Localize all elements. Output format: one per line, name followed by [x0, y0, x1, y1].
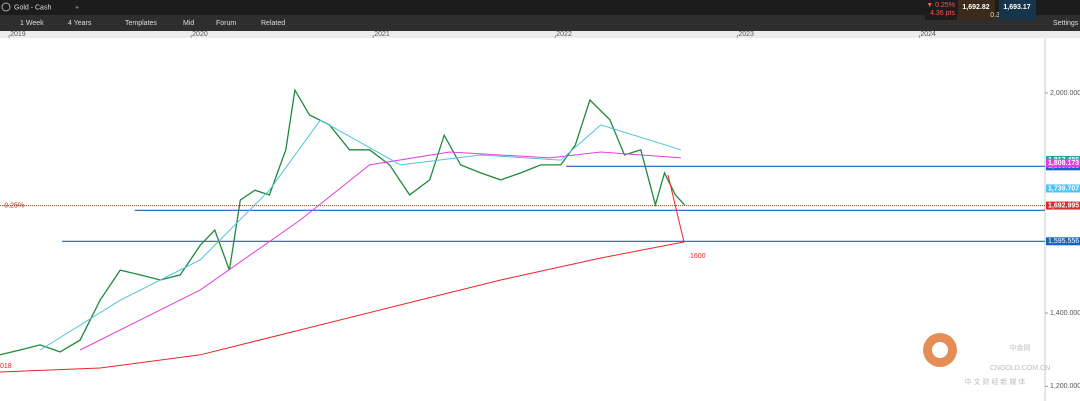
change-pct: ▼ 0.25% — [926, 2, 955, 9]
plot — [0, 88, 1045, 373]
x-tick-label: 2019 — [10, 31, 26, 38]
y-tick-label: 1,400.000 — [1050, 310, 1080, 317]
price-tag — [1046, 184, 1080, 193]
watermark: 中金网 CNGOLD.COM.CN 中 文 财 经 新 媒 体 — [923, 333, 1050, 386]
bid: 1,692.82 — [962, 4, 989, 11]
watermark-url: CNGOLD.COM.CN — [990, 365, 1050, 372]
annotation: 1600 — [690, 253, 706, 260]
x-tick-label: 2021 — [374, 31, 390, 38]
y-tick-label: 1,200.000 — [1050, 383, 1080, 390]
symbol[interactable]: Gold - Cash — [14, 4, 51, 11]
toolbar-button[interactable]: Forum — [216, 20, 236, 27]
annotation: -0.25% — [2, 202, 24, 209]
x-tick-label: 2024 — [920, 31, 936, 38]
watermark-slogan: 中 文 财 经 新 媒 体 — [965, 377, 1026, 386]
projection-arrow — [667, 174, 685, 243]
spread: 0.35 — [990, 12, 1004, 19]
price-tag — [1046, 201, 1080, 210]
price-tag-label: 1,739.707 — [1048, 185, 1079, 192]
toolbar-button[interactable]: 4 Years — [68, 20, 92, 27]
price-tag-label: 1,808.173 — [1048, 160, 1079, 167]
price-tag-label: 1,692.995 — [1048, 202, 1079, 209]
toolbar-button[interactable]: Mid — [183, 20, 194, 27]
symbol-icon — [1, 2, 11, 12]
toolbar — [0, 15, 1080, 31]
level-tag — [1046, 237, 1080, 246]
add-tab[interactable]: + — [75, 4, 79, 11]
ask: 1,693.17 — [1003, 4, 1030, 11]
settings[interactable]: Settings — [1053, 20, 1079, 27]
annotation: 018 — [0, 363, 12, 370]
series-line — [0, 241, 685, 373]
time-axis — [0, 31, 1080, 38]
series-line — [79, 151, 681, 351]
x-tick-label: 2023 — [738, 31, 754, 38]
toolbar-button[interactable]: Related — [261, 20, 285, 27]
y-tick-label: 2,000.000 — [1050, 90, 1080, 97]
tab-bar — [0, 0, 1080, 15]
bid-box[interactable] — [958, 0, 995, 20]
watermark-icon-inner — [932, 342, 948, 358]
x-tick-label: 2020 — [192, 31, 208, 38]
ask-box[interactable] — [999, 0, 1036, 20]
series-line — [0, 88, 685, 356]
change-pts: 4.36 pts — [930, 10, 955, 17]
level-tag-label: 1,595.556 — [1048, 238, 1079, 245]
series-line — [39, 119, 682, 351]
x-tick-label: 2022 — [556, 31, 572, 38]
price-tag — [1046, 159, 1080, 168]
watermark-logo: 中金网 — [1010, 343, 1031, 352]
change-box — [925, 0, 957, 20]
toolbar-button[interactable]: 1 Week — [20, 20, 44, 27]
toolbar-button[interactable]: Templates — [125, 20, 157, 27]
